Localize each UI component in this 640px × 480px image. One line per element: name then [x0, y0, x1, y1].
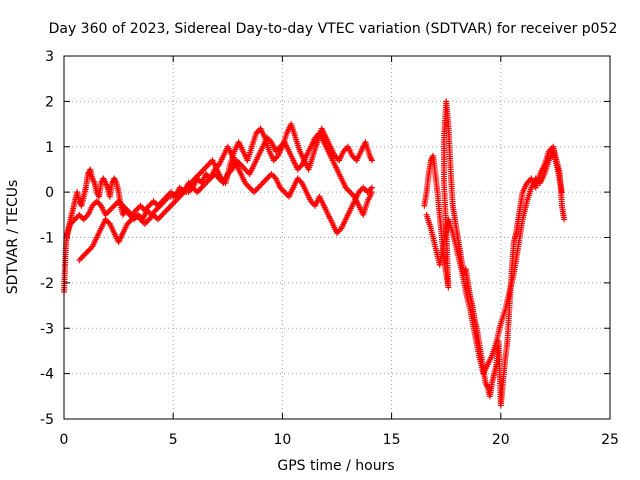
data-marks: [61, 98, 568, 409]
data-point: [561, 216, 568, 223]
y-tick-label: -1: [40, 231, 54, 247]
grid: [64, 56, 610, 419]
x-tick-label: 10: [273, 432, 291, 448]
plot-frame: [63, 55, 611, 420]
y-tick-label: 0: [45, 185, 54, 201]
y-tick-label: -2: [40, 276, 54, 292]
y-tick-label: 3: [45, 49, 54, 65]
data-point: [558, 189, 565, 196]
x-axis-label: GPS time / hours: [277, 458, 394, 474]
x-tick-label: 25: [601, 432, 619, 448]
y-tick-label: -5: [40, 412, 54, 428]
y-tick-label: 1: [45, 140, 54, 156]
x-tick-label: 15: [383, 432, 401, 448]
x-tick-label: 20: [492, 432, 510, 448]
x-tick-label: 5: [169, 432, 178, 448]
chart-title: Day 360 of 2023, Sidereal Day-to-day VTE…: [49, 21, 618, 37]
y-axis-label: SDTVAR / TECUs: [5, 180, 21, 295]
x-tick-label: 0: [60, 432, 69, 448]
y-tick-label: -3: [40, 321, 54, 337]
tick-labels: 0 5 10 15 20 25 -5 -4 -3 -2 -1 0 1 2 3: [40, 49, 619, 448]
y-tick-label: 2: [45, 94, 54, 110]
y-tick-label: -4: [40, 367, 54, 383]
data-point: [368, 189, 375, 196]
data-point: [368, 157, 375, 164]
